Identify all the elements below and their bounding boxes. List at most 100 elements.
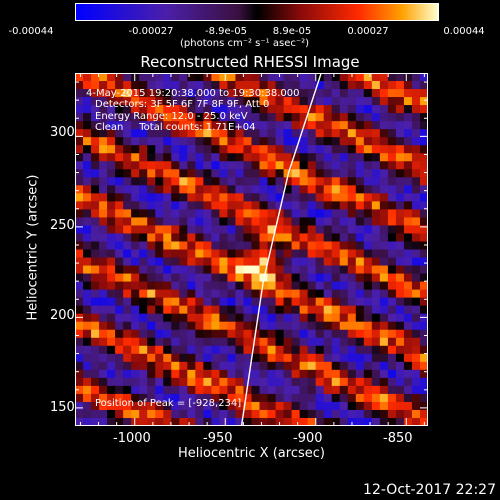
heatmap-cell — [315, 297, 324, 306]
heatmap-cell — [259, 409, 268, 419]
heatmap-cell — [411, 137, 421, 146]
heatmap-cell — [299, 353, 308, 363]
heatmap-cell — [139, 193, 148, 202]
heatmap-cell — [179, 121, 188, 130]
heatmap-cell — [227, 177, 236, 186]
heatmap-cell — [139, 361, 148, 371]
heatmap-cell — [275, 81, 284, 90]
heatmap-cell — [139, 369, 148, 379]
heatmap-cell — [379, 385, 389, 395]
heatmap-cell — [395, 329, 405, 339]
heatmap-cell — [171, 345, 180, 355]
heatmap-cell — [323, 217, 333, 226]
heatmap-cell — [171, 161, 180, 170]
heatmap-cell — [267, 361, 276, 371]
heatmap-cell — [331, 329, 341, 339]
heatmap-cell — [259, 329, 268, 339]
heatmap-cell — [387, 193, 397, 202]
heatmap-cell — [395, 169, 405, 178]
heatmap-cell — [395, 385, 405, 395]
heatmap-cell — [371, 329, 381, 339]
heatmap-cell — [323, 377, 333, 387]
heatmap-cell — [123, 401, 132, 411]
heatmap-cell — [179, 169, 188, 178]
heatmap-cell — [163, 185, 172, 194]
heatmap-cells — [75, 73, 428, 426]
heatmap-cell — [355, 281, 365, 290]
heatmap-cell — [315, 345, 324, 355]
heatmap-cell — [379, 81, 389, 90]
heatmap-cell — [243, 297, 252, 306]
heatmap-cell — [347, 257, 357, 266]
heatmap-cell — [227, 409, 236, 419]
heatmap-cell — [299, 129, 308, 138]
heatmap-cell — [307, 225, 316, 234]
heatmap-cell — [227, 145, 236, 154]
heatmap-cell — [387, 273, 397, 282]
heatmap-cell — [283, 161, 292, 170]
heatmap-cell — [75, 241, 84, 250]
heatmap-cell — [203, 129, 212, 138]
heatmap-cell — [331, 169, 341, 178]
heatmap-cell — [83, 129, 92, 138]
heatmap-cell — [83, 305, 92, 314]
heatmap-cell — [155, 377, 164, 387]
heatmap-cell — [275, 113, 284, 122]
heatmap-cell — [355, 313, 365, 322]
heatmap-cell — [139, 297, 148, 306]
heatmap-cell — [115, 377, 124, 387]
heatmap-cell — [251, 145, 260, 154]
heatmap-cell — [123, 417, 132, 426]
heatmap-cell — [411, 257, 421, 266]
heatmap-cell — [243, 313, 252, 322]
heatmap-cell — [171, 225, 180, 234]
heatmap-cell — [331, 417, 341, 426]
heatmap-cell — [379, 89, 389, 98]
heatmap-cell — [227, 233, 236, 242]
heatmap-cell — [395, 377, 405, 387]
heatmap-cell — [147, 121, 156, 130]
heatmap-cell — [187, 369, 196, 379]
heatmap-cell — [323, 281, 333, 290]
heatmap-cell — [91, 97, 100, 106]
heatmap-cell — [179, 289, 188, 298]
heatmap-cell — [251, 393, 260, 403]
heatmap-cell — [163, 273, 172, 282]
heatmap-cell — [259, 257, 268, 266]
heatmap-cell — [299, 345, 308, 355]
heatmap-cell — [107, 409, 116, 419]
heatmap-cell — [379, 121, 389, 130]
heatmap-cell — [123, 377, 132, 387]
heatmap-cell — [139, 305, 148, 314]
heatmap-cell — [299, 241, 308, 250]
heatmap-cell — [91, 161, 100, 170]
heatmap-cell — [267, 81, 276, 90]
heatmap-cell — [291, 193, 300, 202]
heatmap-cell — [123, 129, 132, 138]
heatmap-cell — [403, 297, 413, 306]
heatmap-cell — [147, 409, 156, 419]
heatmap-cell — [243, 361, 252, 371]
heatmap-cell — [211, 161, 220, 170]
heatmap-cell — [139, 105, 148, 114]
heatmap-cell — [147, 209, 156, 218]
heatmap-cell — [203, 329, 212, 339]
heatmap-cell — [163, 153, 172, 162]
heatmap-cell — [91, 193, 100, 202]
heatmap-cell — [267, 153, 276, 162]
heatmap-cell — [203, 345, 212, 355]
heatmap-cell — [99, 409, 108, 419]
heatmap-cell — [419, 241, 428, 250]
heatmap-cell — [75, 225, 84, 234]
heatmap-cell — [83, 169, 92, 178]
heatmap-cell — [99, 89, 108, 98]
heatmap-cell — [203, 353, 212, 363]
heatmap-cell — [195, 81, 204, 90]
heatmap-cell — [147, 97, 156, 106]
heatmap-cell — [235, 393, 244, 403]
heatmap-cell — [147, 105, 156, 114]
heatmap-cell — [211, 137, 220, 146]
heatmap-cell — [147, 417, 156, 426]
heatmap-cell — [243, 241, 252, 250]
heatmap-cell — [163, 241, 172, 250]
